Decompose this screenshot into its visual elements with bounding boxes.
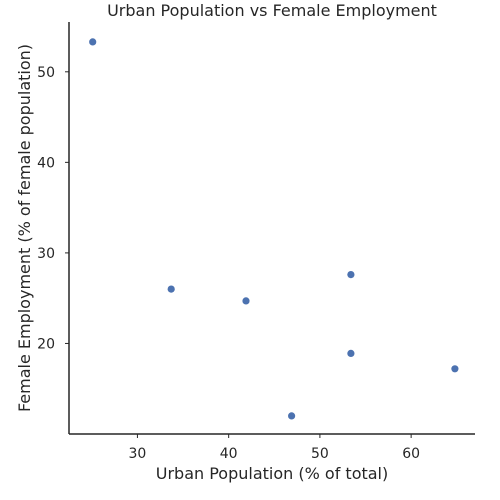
y-axis-ticks: 20 30 40 50	[37, 65, 69, 353]
x-tick-label: 40	[220, 446, 238, 462]
scatter-point-3	[242, 297, 249, 304]
y-axis-title: Female Employment (% of female populatio…	[15, 44, 34, 412]
x-axis-ticks: 30 40 50 60	[129, 434, 421, 462]
y-tick-label: 30	[37, 246, 55, 262]
x-axis-title: Urban Population (% of total)	[156, 464, 389, 483]
x-tick-label: 30	[129, 446, 147, 462]
x-tick-label: 50	[311, 446, 329, 462]
scatter-point-7	[451, 365, 458, 372]
scatter-point-6	[347, 350, 354, 357]
x-tick-label: 60	[402, 446, 420, 462]
plot-marks	[89, 38, 458, 419]
y-tick-label: 40	[37, 155, 55, 171]
y-tick-label: 50	[37, 65, 55, 81]
scatter-point-1	[89, 38, 96, 45]
chart-title: Urban Population vs Female Employment	[107, 1, 437, 20]
y-tick-label: 20	[37, 336, 55, 352]
scatter-point-4	[288, 412, 295, 419]
scatter-point-5	[347, 271, 354, 278]
scatter-point-2	[168, 286, 175, 293]
